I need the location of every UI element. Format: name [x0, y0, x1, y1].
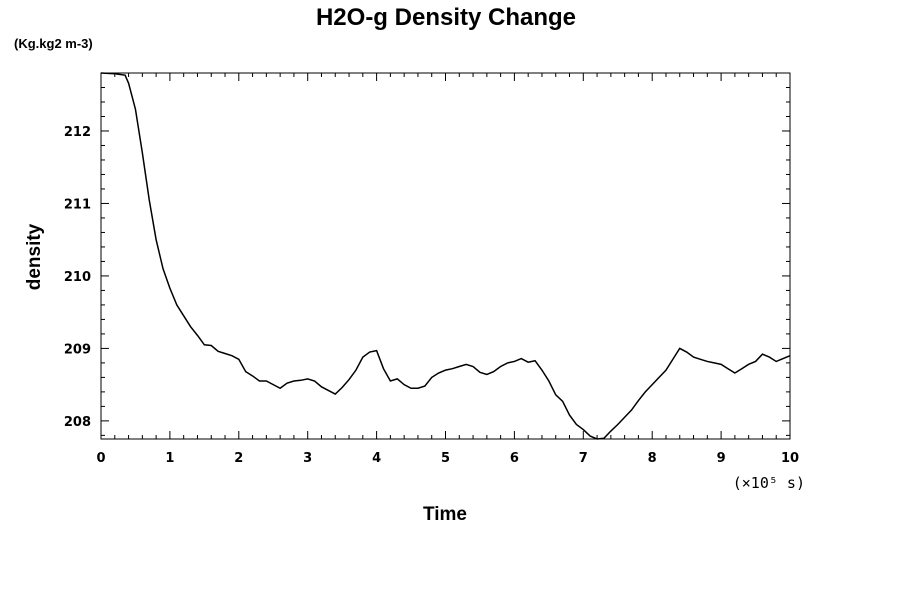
x-tick-label: 1 [165, 451, 174, 466]
y-tick-label: 211 [64, 197, 91, 212]
x-scale-note: (×10⁵ s) [733, 474, 805, 492]
x-tick-label: 2 [234, 451, 243, 466]
x-tick-label: 9 [717, 451, 726, 466]
x-tick-label: 8 [648, 451, 657, 466]
y-tick-label: 209 [64, 342, 91, 357]
chart-title: H2O-g Density Change [316, 4, 576, 31]
x-tick-label: 6 [510, 451, 519, 466]
x-tick-label: 10 [781, 451, 799, 466]
x-axis-title: Time [423, 504, 467, 525]
y-tick-label: 212 [64, 125, 91, 140]
x-tick-label: 3 [303, 451, 312, 466]
x-tick-label: 0 [96, 451, 105, 466]
x-tick-label: 4 [372, 451, 381, 466]
y-axis-title: density [24, 223, 45, 290]
y-tick-label: 208 [64, 415, 91, 430]
y-tick-label: 210 [64, 270, 91, 285]
x-tick-label: 5 [441, 451, 450, 466]
y-tick-labels: 208 209 210 211 212 [64, 125, 91, 430]
plot-frame [100, 72, 791, 440]
x-tick-labels: 0 1 2 3 4 5 6 7 8 9 10 [96, 451, 799, 466]
y-units-label: (Kg.kg2 m-3) [14, 36, 93, 51]
axis-ticks [100, 72, 791, 439]
density-series-line [100, 72, 791, 440]
x-tick-label: 7 [579, 451, 588, 466]
